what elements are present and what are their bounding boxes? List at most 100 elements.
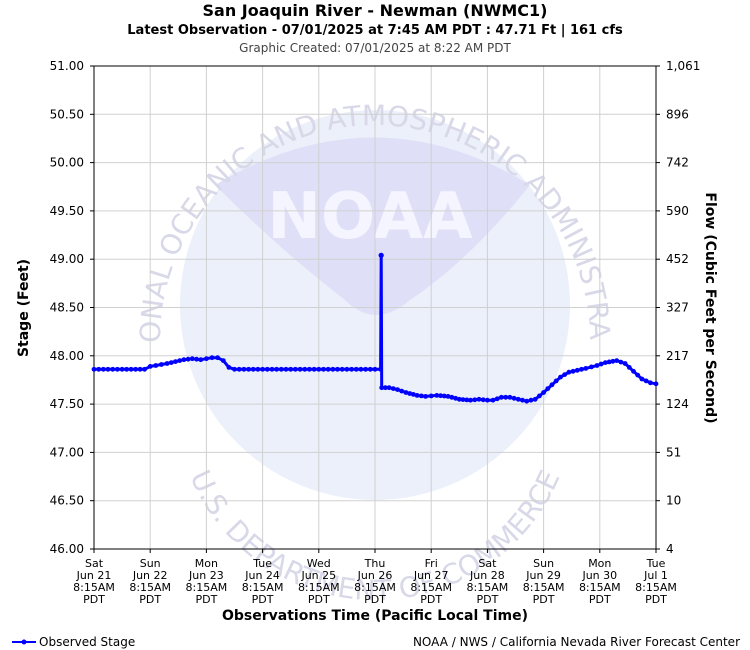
observed-stage-point <box>293 366 298 372</box>
observed-stage-point <box>232 366 237 372</box>
observed-stage-point <box>283 366 289 372</box>
y-tick-label: 46.00 <box>50 542 84 556</box>
observed-stage-point <box>325 366 331 372</box>
observed-stage-point <box>181 357 187 363</box>
observed-stage-point <box>96 366 102 372</box>
observed-stage-point <box>91 366 97 372</box>
observed-stage-point <box>594 363 600 368</box>
observed-stage-point <box>128 366 134 372</box>
observed-stage-point <box>264 366 270 372</box>
observed-stage-point <box>204 356 209 362</box>
observed-stage-point <box>115 366 120 372</box>
observed-stage-point <box>378 366 383 372</box>
x-tick-label: Sat Jun 28 8:15AM PDT <box>467 557 509 606</box>
y-tick-label: 48.50 <box>50 301 84 315</box>
observed-stage-point <box>610 358 616 364</box>
watermark-logo-text: NOAA <box>267 180 473 254</box>
observed-stage-point <box>507 394 513 400</box>
observed-stage-point <box>441 393 447 399</box>
latest-observation: Latest Observation - 07/01/2025 at 7:45 … <box>127 23 623 38</box>
observed-stage-point <box>274 366 279 372</box>
observed-stage-point <box>372 366 378 372</box>
observed-stage-point <box>147 364 153 369</box>
observed-stage-point <box>353 366 359 372</box>
observed-stage-point <box>124 366 129 372</box>
observed-stage-point <box>419 393 424 399</box>
observed-stage-point <box>378 252 384 258</box>
observed-stage-point <box>553 378 559 384</box>
observed-stage-point <box>622 361 628 366</box>
legend: Observed Stage <box>12 635 135 649</box>
observed-stage-point <box>449 394 455 400</box>
observed-stage-point <box>460 397 466 402</box>
observed-stage-point <box>403 390 409 395</box>
observed-stage-point <box>490 397 496 403</box>
observed-stage-point <box>598 361 604 367</box>
observed-stage-point <box>379 385 385 391</box>
observed-stage-point <box>390 386 396 391</box>
observed-stage-point <box>562 372 568 377</box>
observed-stage-point <box>241 366 247 372</box>
y2-axis-label: Flow (Cubic Feet per Second) <box>702 192 718 423</box>
observed-stage-point <box>153 363 159 368</box>
observed-stage-point <box>453 395 458 401</box>
y2-tick-label: 217 <box>666 349 689 363</box>
observed-stage-point <box>321 366 326 372</box>
observed-stage-series <box>91 252 659 404</box>
observed-stage-point <box>297 366 303 372</box>
noaa-watermark: NOAA NATIONAL OCEANIC AND ATMOSPHERIC AD… <box>0 0 616 607</box>
observed-stage-point <box>395 387 400 392</box>
observed-stage-point <box>260 366 265 372</box>
observed-stage-point <box>383 385 388 391</box>
observed-stage-point <box>110 366 116 372</box>
observed-stage-point <box>520 397 525 403</box>
x-tick-label: Mon Jun 23 8:15AM PDT <box>186 557 228 606</box>
x-tick-label: Sun Jun 29 8:15AM PDT <box>523 557 565 606</box>
observed-stage-point <box>631 368 636 374</box>
observed-stage-point <box>302 366 308 372</box>
observed-stage-point <box>307 366 312 372</box>
y-tick-label: 48.00 <box>50 349 84 363</box>
observed-stage-point <box>339 366 345 372</box>
observed-stage-point <box>168 360 174 365</box>
observed-stage-point <box>423 394 428 399</box>
y2-tick-label: 10 <box>666 494 681 508</box>
observed-stage-point <box>344 366 350 372</box>
y-tick-label: 49.00 <box>50 252 84 266</box>
observed-stage-point <box>438 393 443 399</box>
legend-label: Observed Stage <box>39 635 135 649</box>
observed-stage-point <box>142 366 148 372</box>
observed-stage-point <box>335 366 340 372</box>
y-tick-label: 47.50 <box>50 397 84 411</box>
y-tick-label: 50.50 <box>50 107 84 121</box>
observed-stage-point <box>185 356 191 362</box>
observed-stage-point <box>618 359 624 365</box>
observed-stage-point <box>119 366 125 372</box>
observed-stage-point <box>411 392 416 397</box>
y2-tick-label: 1,061 <box>666 59 700 73</box>
x-tick-label: Thu Jun 26 8:15AM PDT <box>354 557 396 606</box>
observed-stage-point <box>643 378 649 384</box>
observed-stage-point <box>105 366 111 372</box>
observed-stage-point <box>532 396 538 402</box>
observed-stage-point <box>407 391 413 396</box>
legend-marker <box>21 639 27 645</box>
observed-stage-point <box>603 360 608 365</box>
observed-stage-point <box>614 358 620 363</box>
observed-stage-point <box>198 357 204 363</box>
observed-stage-point <box>570 368 576 374</box>
x-tick-label: Mon Jun 30 8:15AM PDT <box>579 557 621 606</box>
observed-stage-point <box>399 388 405 394</box>
observed-stage-point <box>528 397 534 403</box>
observed-stage-point <box>574 367 580 373</box>
y2-tick-label: 896 <box>666 107 689 121</box>
observed-stage-point <box>428 393 434 399</box>
y2-tick-label: 590 <box>666 204 689 218</box>
x-tick-label: Fri Jun 27 8:15AM PDT <box>410 557 452 606</box>
observed-stage-point <box>583 366 589 371</box>
observed-stage-point <box>606 359 612 365</box>
observed-stage-point <box>173 359 178 364</box>
x-tick-label: Tue Jun 24 8:15AM PDT <box>242 557 284 606</box>
observed-stage-point <box>250 366 256 372</box>
